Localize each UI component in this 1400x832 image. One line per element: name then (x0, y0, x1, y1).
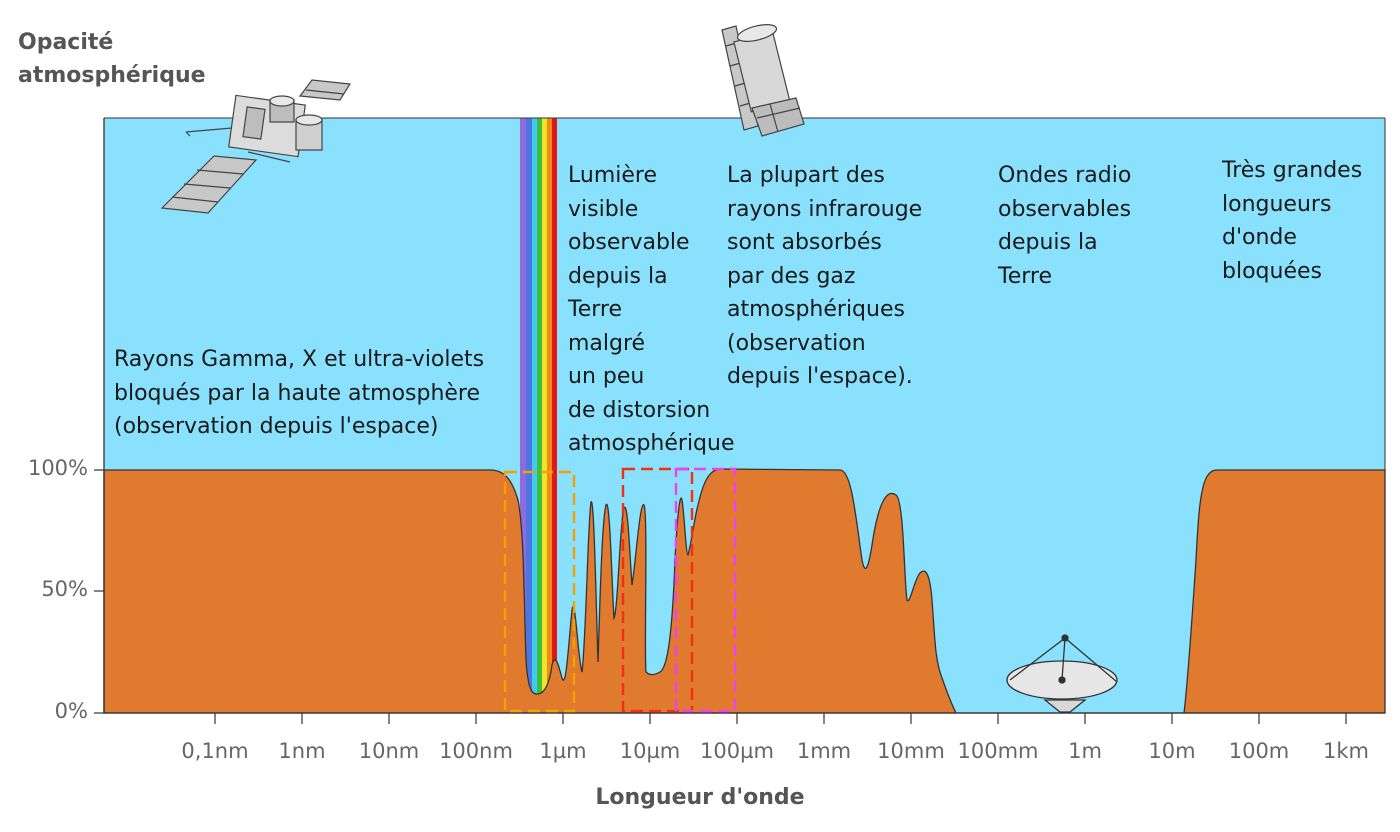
annotation-line: de distorsion (568, 397, 711, 423)
opacity-curve (103, 468, 1386, 714)
spectrum-band-cyan (532, 118, 537, 713)
annotation-line: Terre (998, 263, 1052, 289)
annotation-line: bloqués par la haute atmosphère (114, 380, 481, 406)
annotation-line: par des gaz (727, 263, 856, 289)
dashed-box-magenta (674, 467, 737, 713)
annotation-line: rayons infrarouge (727, 196, 923, 222)
annotation-line: (observation (727, 330, 866, 356)
spectrum-band-green (537, 118, 542, 713)
annotation-line: Terre (568, 297, 622, 322)
spectrum-band-yellow (542, 118, 547, 713)
x-tick-label: 1km (1323, 739, 1369, 763)
spectrum-band-blue (526, 118, 532, 713)
x-tick-label: 100m (1228, 739, 1290, 763)
annotation-line: longueurs (1222, 191, 1332, 217)
annotation-line: (observation depuis l'espace) (114, 414, 439, 439)
y-tick-label-50: 50% (41, 577, 88, 601)
annotation-line: un peu (568, 364, 645, 389)
y-axis-title-line-2: atmosphérique (18, 63, 206, 88)
spectrum-band-violet (520, 118, 526, 713)
x-tick-label: 10µm (619, 739, 681, 763)
annotation-line: sont absorbés (727, 230, 882, 255)
y-axis-title: Opacité atmosphérique (18, 26, 206, 92)
x-tick-label: 1m (1068, 739, 1102, 763)
annotation-line: depuis l'espace). (727, 364, 913, 389)
visible-spectrum-bands (520, 118, 557, 713)
x-tick-label: 10nm (358, 739, 420, 763)
x-tick-label: 10m (1148, 739, 1196, 763)
annotation-line: depuis la (998, 230, 1098, 255)
annotation-line: observables (998, 196, 1132, 222)
dashed-box-red (621, 467, 694, 713)
annotation-infrared: La plupart des rayons infrarouge sont ab… (727, 159, 922, 394)
annotation-line: atmosphériques (727, 297, 905, 322)
annotation-line: observable (568, 230, 690, 255)
x-tick-label: 1µm (539, 739, 587, 763)
x-tick-label: 10mm (877, 739, 945, 763)
annotation-line: d'onde (1222, 225, 1297, 250)
spectrum-band-red (552, 118, 557, 713)
annotation-long-wavelengths: Très grandes longueurs d'onde bloquées (1222, 154, 1362, 288)
x-tick-label: 100µm (700, 739, 774, 763)
annotation-line: Lumière (568, 163, 657, 188)
annotation-line: La plupart des (727, 163, 885, 188)
annotation-radio-waves: Ondes radio observables depuis la Terre (998, 159, 1131, 293)
x-axis-title: Longueur d'onde (595, 785, 805, 810)
dashed-box-orange (503, 470, 576, 713)
x-tick-label: 0,1nm (181, 739, 249, 763)
y-axis-title-line-1: Opacité (18, 30, 114, 55)
x-tick-label: 100mm (957, 739, 1039, 763)
radio-dish-icon (1006, 634, 1118, 713)
spectrum-band-orange (547, 118, 552, 713)
x-tick-label: 1mm (796, 739, 852, 763)
x-axis-ticks (214, 713, 1347, 724)
annotation-line: visible (568, 196, 639, 222)
y-tick-label-100: 100% (27, 456, 88, 480)
annotation-line: depuis la (568, 263, 668, 289)
annotation-line: Ondes radio (998, 163, 1132, 188)
annotation-line: malgré (568, 330, 646, 356)
space-telescope-icon (721, 24, 805, 137)
x-tick-label: 1nm (278, 739, 326, 763)
annotation-gamma-xray-uv: Rayons Gamma, X et ultra-violets bloqués… (114, 343, 484, 444)
annotation-line: bloquées (1222, 258, 1322, 284)
annotation-visible-light: Lumière visible observable depuis la Ter… (568, 159, 735, 461)
annotation-line: Rayons Gamma, X et ultra-violets (114, 347, 485, 372)
y-tick-label-0: 0% (54, 699, 88, 723)
x-tick-label: 100nm (439, 739, 513, 763)
annotation-line: atmosphérique (568, 431, 735, 456)
annotation-line: Très grandes (1222, 158, 1363, 183)
satellite-icon (160, 79, 352, 214)
